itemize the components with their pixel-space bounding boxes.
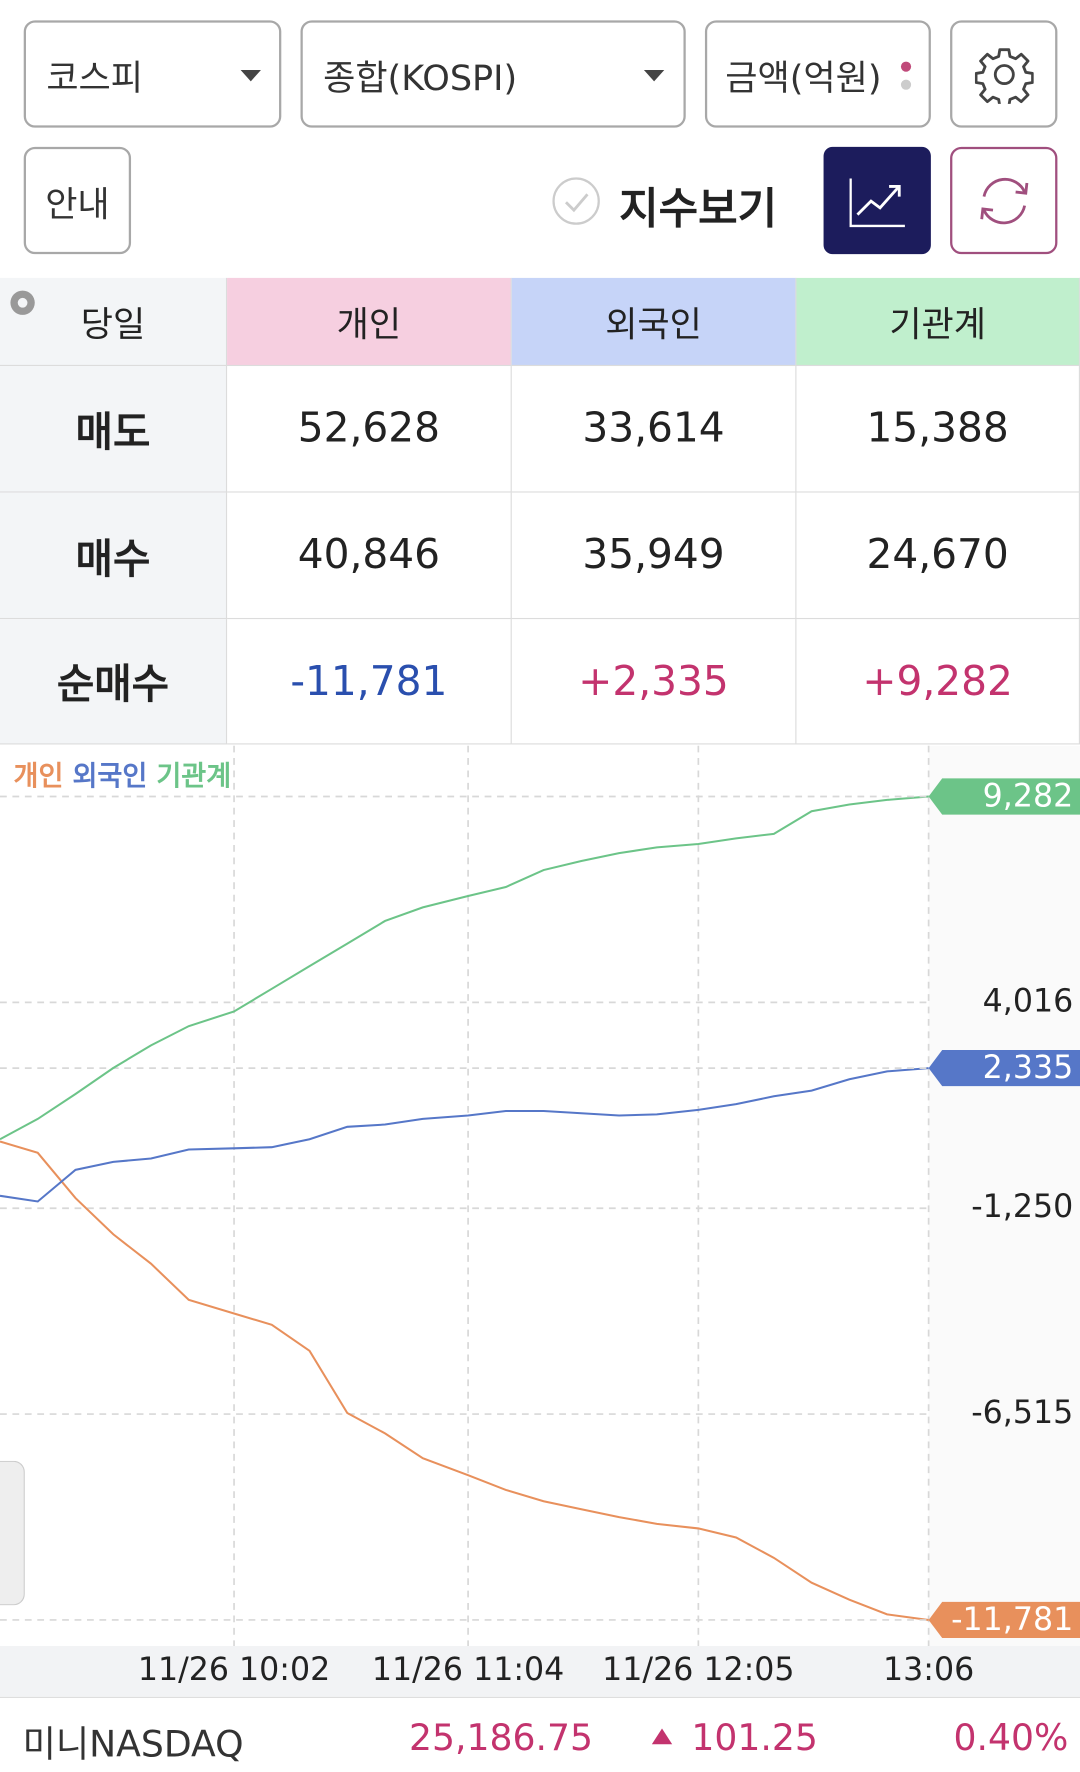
row-label: 매도 [0, 366, 228, 493]
value-cell: 40,846 [227, 492, 512, 620]
value-text: 15,388 [866, 405, 1009, 452]
dropdown-arrow [643, 70, 665, 82]
ticker-price: 25,186.75 [408, 1716, 593, 1759]
value-text: 52,628 [297, 405, 441, 452]
market-label: 코스피 [46, 57, 143, 99]
end-badge [928, 778, 1080, 815]
end-badge [928, 1601, 1080, 1639]
guide-label: 안내 [45, 184, 110, 225]
value-cell: +9,282 [796, 619, 1080, 745]
row-label: 매수 [0, 492, 228, 620]
column-header: 외국인 [511, 277, 797, 367]
end-label: 9,282 [983, 779, 1074, 815]
label-area [928, 745, 1080, 1646]
index-dropdown[interactable]: 종합(KOSPI) [300, 20, 686, 128]
x-tick-label: 11/26 10:02 [138, 1652, 330, 1688]
series-line [0, 795, 929, 1141]
guide-button[interactable]: 안내 [23, 146, 132, 255]
corner-label: 당일 [80, 305, 146, 346]
value-text: 24,670 [866, 532, 1009, 579]
end-label: -11,781 [951, 1602, 1073, 1638]
row-label-text: 매도 [75, 409, 151, 456]
series-line [0, 1067, 929, 1203]
series-line [0, 1140, 929, 1621]
value-text: 35,949 [582, 532, 725, 579]
refresh-button[interactable] [950, 146, 1058, 255]
end-badge [928, 1050, 1080, 1087]
value-text: 33,614 [582, 405, 725, 452]
ticker-change: 101.25 [691, 1716, 818, 1759]
row-label-text: 매수 [75, 536, 151, 583]
value-cell: 24,670 [796, 492, 1080, 620]
x-tick-label: 11/26 12:05 [602, 1652, 794, 1688]
legend: 개인 외국인 기관계 [14, 761, 232, 792]
value-text: +2,335 [578, 658, 729, 705]
index-checkbox[interactable] [551, 176, 601, 226]
dropdown-arrow [240, 70, 261, 82]
value-cell: 35,949 [511, 492, 797, 620]
value-cell: 52,628 [227, 366, 512, 493]
x-tick-label: 13:06 [883, 1652, 974, 1688]
legend-entry: 외국인 [72, 761, 147, 792]
column-label: 개인 [336, 305, 402, 346]
value-text: -11,781 [290, 658, 448, 705]
value-cell: 15,388 [796, 366, 1080, 493]
legend-entry: 개인 [14, 761, 64, 792]
table-gear[interactable] [7, 287, 39, 319]
x-axis-band [0, 1645, 1080, 1697]
y-tick-label: 4,016 [983, 983, 1074, 1019]
legend-entry: 기관계 [156, 761, 231, 792]
value-cell: 33,614 [511, 366, 797, 493]
y-tick-label: -6,515 [971, 1395, 1073, 1431]
column-label: 기관계 [889, 305, 986, 346]
value-text: 40,846 [297, 532, 441, 579]
value-cell: -11,781 [227, 619, 512, 745]
unit-selector[interactable]: 금액(억원) [704, 20, 931, 128]
row-label-text: 순매수 [56, 662, 170, 709]
gear-icon [974, 48, 1034, 104]
trade-table: 당일 개인 외국인 기관계 매도 52,628 33,614 15,388 매수… [0, 277, 1080, 745]
value-cell: +2,335 [511, 619, 797, 745]
chart-icon [849, 178, 905, 228]
index-label: 종합(KOSPI) [323, 57, 518, 99]
corner-cell: 당일 [0, 277, 228, 367]
chart-button[interactable] [823, 146, 931, 255]
unit-dots [900, 61, 912, 90]
ticker-name: 미니NASDAQ [22, 1722, 244, 1766]
market-dropdown[interactable]: 코스피 [23, 20, 282, 128]
up-arrow [651, 1728, 673, 1745]
end-label: 2,335 [983, 1050, 1074, 1086]
flow-chart: 11/26 10:02 11/26 11:04 11/26 12:05 13:06 4,… [0, 745, 1080, 1697]
ticker-change-pct: 0.40% [953, 1716, 1069, 1759]
ticker-bar: 미니NASDAQ 25,186.75 101.25 0.40% [0, 1696, 1080, 1772]
column-header: 기관계 [796, 277, 1080, 367]
x-tick-label: 11/26 11:04 [372, 1652, 564, 1688]
unit-label: 금액(억원) [725, 57, 882, 99]
y-tick-label: -1,250 [971, 1189, 1073, 1225]
column-label: 외국인 [605, 305, 702, 346]
column-header: 개인 [227, 277, 512, 367]
refresh-icon [980, 177, 1029, 225]
index-toggle-label[interactable]: 지수보기 [619, 184, 778, 234]
row-label: 순매수 [0, 619, 228, 745]
value-text: +9,282 [862, 658, 1013, 705]
settings-button[interactable] [950, 20, 1058, 128]
side-handle[interactable] [0, 1460, 25, 1606]
